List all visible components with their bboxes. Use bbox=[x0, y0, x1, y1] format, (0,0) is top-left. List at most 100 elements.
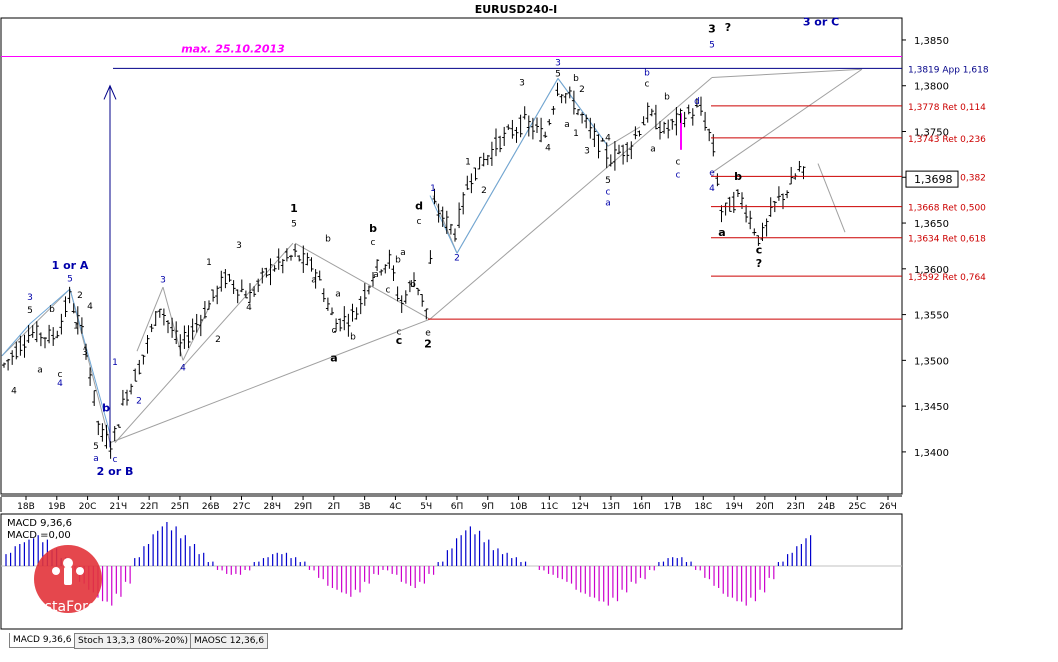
x-tick-label: 28Ч bbox=[263, 502, 281, 512]
wave-label: 5 bbox=[709, 40, 715, 50]
wave-label: c bbox=[756, 243, 763, 256]
y-tick-label: 1,3500 bbox=[914, 356, 949, 367]
max-level-label: max. 25.10.2013 bbox=[181, 42, 285, 55]
wave-label: 2 bbox=[424, 338, 432, 351]
x-tick-label: 19Ч bbox=[725, 502, 743, 512]
macd-value-label: MACD =0,00 bbox=[7, 530, 71, 541]
wave-label: b bbox=[410, 280, 416, 290]
trend-line bbox=[607, 126, 641, 147]
current-price-box bbox=[905, 170, 959, 188]
wave-label: 5 bbox=[27, 306, 33, 316]
x-tick-label: 12Ч bbox=[571, 502, 589, 512]
wave-label: c bbox=[606, 188, 611, 198]
level-label: 1,3634 Ret 0,618 bbox=[908, 235, 986, 245]
logo-emblem-icon bbox=[52, 558, 84, 585]
wave-label: 5 bbox=[605, 176, 611, 186]
wave-label: a bbox=[93, 454, 99, 464]
y-tick-label: 1,3800 bbox=[914, 82, 949, 93]
wave-label: a bbox=[718, 226, 725, 239]
macd-label: MACD 9,36,6 bbox=[7, 518, 72, 529]
x-tick-label: 23П bbox=[787, 502, 805, 512]
trend-line bbox=[429, 77, 713, 320]
current-price-label: 1,3698 bbox=[914, 173, 953, 186]
wave-label: c bbox=[676, 157, 681, 167]
wave-label: a bbox=[373, 270, 379, 280]
trend-line bbox=[162, 286, 184, 361]
wave-label: 5 bbox=[93, 442, 99, 452]
wave-label: 5 bbox=[555, 70, 561, 80]
trend-line bbox=[114, 242, 294, 444]
x-tick-label: 2П bbox=[328, 502, 341, 512]
wave-line bbox=[456, 78, 559, 254]
tab-maosc[interactable]: MAOSC 12,36,6 bbox=[190, 633, 269, 649]
tab-macd[interactable]: MACD 9,36,6 bbox=[9, 633, 76, 648]
wave-label: c bbox=[371, 238, 376, 248]
wave-label: 4 bbox=[545, 144, 551, 154]
indicator-tab-bar: MACD 9,36,6 Stoch 13,3,3 (80%-20%) MAOSC… bbox=[0, 631, 1058, 662]
wave-label: 3 bbox=[519, 79, 525, 89]
x-tick-label: 18С bbox=[694, 502, 712, 512]
x-tick-label: 9П bbox=[482, 502, 495, 512]
wave-label: 5 bbox=[291, 220, 297, 230]
wave-label: ? bbox=[756, 257, 762, 270]
y-tick-label: 1,3600 bbox=[914, 265, 949, 276]
wave-label: 3 bbox=[555, 59, 561, 69]
wave-label: a bbox=[605, 199, 611, 209]
x-tick-label: 22П bbox=[140, 502, 158, 512]
x-tick-label: 26Ч bbox=[879, 502, 897, 512]
wave-label: 1 bbox=[290, 202, 298, 215]
tab-stoch[interactable]: Stoch 13,3,3 (80%-20%) bbox=[74, 633, 193, 649]
wave-label: 1 bbox=[73, 321, 79, 331]
wave-label: 2 bbox=[579, 85, 585, 95]
macd-pane: MACD 9,36,6 MACD =0,00 bbox=[0, 513, 903, 630]
wave-line bbox=[429, 195, 458, 254]
wave-label: d bbox=[694, 97, 700, 107]
wave-label: 3 or C bbox=[803, 15, 839, 28]
x-tick-label: 24В bbox=[818, 502, 836, 512]
x-tick-label: 11С bbox=[540, 502, 558, 512]
x-tick-label: 25П bbox=[171, 502, 189, 512]
wave-label: 3 bbox=[236, 241, 242, 251]
y-tick-label: 1,3550 bbox=[914, 311, 949, 322]
wave-label: b bbox=[395, 255, 401, 265]
wave-label: 2 bbox=[136, 396, 142, 406]
x-tick-label: 29П bbox=[294, 502, 312, 512]
wave-line bbox=[557, 78, 609, 147]
wave-label: c bbox=[332, 326, 337, 336]
wave-label: 4 bbox=[11, 386, 17, 396]
wave-label: 4 bbox=[246, 303, 252, 313]
x-tick-label: 26В bbox=[202, 502, 220, 512]
trend-line bbox=[294, 242, 431, 320]
wave-label: 3 bbox=[584, 146, 590, 156]
x-tick-label: 3В bbox=[359, 502, 371, 512]
wave-label: a bbox=[330, 351, 337, 364]
wave-label: 1 bbox=[112, 358, 118, 368]
wave-label: a bbox=[400, 248, 406, 258]
x-tick-label: 20П bbox=[756, 502, 774, 512]
level-label: 1,3778 Ret 0,114 bbox=[908, 103, 986, 113]
x-tick-label: 18В bbox=[17, 502, 35, 512]
wave-label: a bbox=[564, 120, 570, 130]
x-tick-label: 27С bbox=[233, 502, 251, 512]
trend-line bbox=[109, 318, 431, 444]
wave-label: c bbox=[645, 80, 650, 90]
wave-label: 2 bbox=[481, 186, 487, 196]
trend-line bbox=[1, 288, 71, 357]
wave-line bbox=[29, 288, 71, 325]
wave-label: a bbox=[37, 365, 43, 375]
x-tick-label: 5Ч bbox=[420, 502, 432, 512]
logo-text: InstaForex bbox=[32, 599, 105, 615]
trend-line bbox=[817, 163, 846, 233]
trend-line bbox=[182, 305, 211, 361]
y-tick-label: 1,3450 bbox=[914, 402, 949, 413]
x-tick-label: 17В bbox=[664, 502, 682, 512]
wave-label: 4 bbox=[180, 363, 186, 373]
wave-label: c bbox=[58, 370, 63, 380]
wave-label: 1 bbox=[465, 157, 471, 167]
level-label: 1,3743 Ret 0,236 bbox=[908, 135, 986, 145]
wave-label: 3 bbox=[82, 348, 88, 358]
level-label: 1,3668 Ret 0,500 bbox=[908, 204, 986, 214]
y-tick-label: 1,3850 bbox=[914, 36, 949, 47]
x-tick-label: 13П bbox=[602, 502, 620, 512]
wave-label: 4 bbox=[709, 184, 715, 194]
